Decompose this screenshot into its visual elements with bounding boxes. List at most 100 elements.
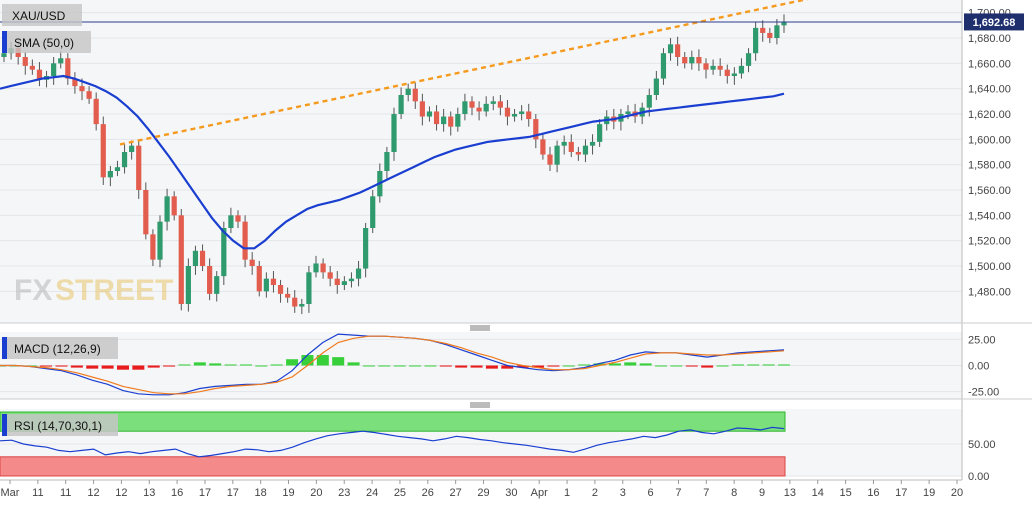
macd-resize-handle[interactable] bbox=[470, 325, 490, 331]
x-tick-label: Apr bbox=[531, 487, 548, 499]
price-tick-label: 1,620.00 bbox=[968, 109, 1011, 121]
candle bbox=[129, 140, 135, 160]
macd-bar bbox=[116, 365, 129, 370]
macd-bar bbox=[731, 364, 744, 366]
candle bbox=[185, 258, 191, 312]
macd-bar bbox=[701, 365, 714, 368]
candle bbox=[143, 182, 149, 240]
rsi-tick-label: 0.00 bbox=[968, 471, 989, 483]
candle bbox=[667, 38, 674, 61]
candle bbox=[370, 190, 376, 234]
x-tick-label: 30 bbox=[505, 487, 517, 499]
x-tick-label: 17 bbox=[895, 487, 907, 499]
macd-y-ticks: 25.00 0.00 -25.00 bbox=[968, 334, 999, 398]
macd-bar bbox=[270, 364, 283, 366]
x-tick-label: 27 bbox=[450, 487, 462, 499]
macd-label[interactable]: MACD (12,26,9) bbox=[2, 337, 118, 359]
macd-bar bbox=[424, 365, 437, 367]
candle bbox=[554, 140, 560, 173]
x-tick-label: 16 bbox=[171, 487, 183, 499]
macd-bar bbox=[332, 357, 345, 366]
x-tick-label: 12 bbox=[115, 487, 127, 499]
fxstreet-logo: FX STREET bbox=[14, 274, 173, 307]
candle bbox=[448, 111, 454, 136]
x-tick-label: 20 bbox=[310, 487, 322, 499]
candle bbox=[150, 229, 156, 266]
candle bbox=[36, 62, 43, 87]
candle bbox=[363, 222, 369, 278]
sma-50-line bbox=[0, 74, 785, 250]
x-tick-label: 17 bbox=[199, 487, 211, 499]
symbol-label[interactable]: XAU/USD bbox=[2, 4, 82, 26]
macd-bar bbox=[470, 365, 483, 368]
macd-bar bbox=[378, 365, 391, 367]
candle bbox=[86, 86, 92, 104]
candle bbox=[355, 260, 362, 287]
macd-bar bbox=[239, 364, 252, 366]
rsi-label[interactable]: RSI (14,70,30,1) bbox=[2, 414, 118, 436]
candle bbox=[412, 82, 418, 109]
candle bbox=[455, 107, 461, 132]
macd-bar bbox=[685, 365, 698, 367]
svg-text:FX: FX bbox=[14, 274, 52, 307]
sma-label[interactable]: SMA (50,0) bbox=[2, 31, 91, 53]
price-tick-label: 1,520.00 bbox=[968, 236, 1011, 248]
candle bbox=[774, 19, 780, 45]
macd-bar bbox=[209, 363, 222, 366]
rsi-text: RSI (14,70,30,1) bbox=[14, 419, 102, 433]
candle bbox=[22, 51, 28, 75]
resistance-trendline[interactable] bbox=[119, 0, 815, 146]
candle bbox=[65, 53, 71, 85]
macd-bar bbox=[501, 365, 514, 369]
rsi-y-ticks: 50.00 0.00 bbox=[968, 439, 996, 483]
candle bbox=[469, 96, 475, 116]
candle bbox=[682, 51, 688, 69]
candle bbox=[419, 93, 425, 126]
candle bbox=[696, 49, 702, 71]
macd-bar bbox=[716, 365, 729, 367]
price-tick-label: 1,480.00 bbox=[968, 286, 1011, 298]
symbol-text: XAU/USD bbox=[12, 9, 66, 23]
macd-bar bbox=[439, 365, 452, 367]
x-tick-label: 20 bbox=[951, 487, 963, 499]
candle bbox=[753, 21, 759, 61]
candle bbox=[277, 279, 284, 303]
x-tick-label: 15 bbox=[839, 487, 851, 499]
x-tick-label: 18 bbox=[255, 487, 267, 499]
price-tick-label: 1,540.00 bbox=[968, 210, 1011, 222]
x-tick-label: 8 bbox=[731, 487, 737, 499]
candle bbox=[157, 215, 163, 268]
candle bbox=[51, 57, 57, 85]
macd-bar bbox=[624, 362, 637, 366]
candle bbox=[511, 108, 518, 122]
candle bbox=[384, 146, 390, 179]
macd-bar bbox=[193, 362, 206, 366]
candle bbox=[391, 107, 397, 161]
macd-bar bbox=[639, 363, 652, 366]
price-tick-label: 1,560.00 bbox=[968, 185, 1011, 197]
candle bbox=[689, 50, 695, 70]
price-tick-label: 1,600.00 bbox=[968, 134, 1011, 146]
macd-bar bbox=[147, 365, 160, 368]
macd-bar bbox=[101, 365, 114, 369]
candle bbox=[526, 103, 532, 127]
candle bbox=[589, 134, 596, 155]
x-tick-label: 7 bbox=[703, 487, 709, 499]
svg-text:STREET: STREET bbox=[55, 274, 173, 307]
macd-bar bbox=[55, 365, 68, 367]
candle bbox=[320, 258, 326, 279]
x-tick-label: 23 bbox=[338, 487, 350, 499]
candle bbox=[568, 134, 574, 158]
candle bbox=[334, 271, 340, 294]
rsi-tick-label: 50.00 bbox=[968, 439, 996, 451]
x-tick-label: 7 bbox=[675, 487, 681, 499]
rsi-resize-handle[interactable] bbox=[470, 402, 490, 408]
candle bbox=[285, 287, 291, 303]
candle bbox=[426, 106, 433, 122]
macd-tick-label: 0.00 bbox=[968, 361, 989, 373]
candle bbox=[214, 271, 220, 302]
x-tick-label: 19 bbox=[282, 487, 294, 499]
x-tick-label: 3 bbox=[620, 487, 626, 499]
candle bbox=[270, 271, 277, 293]
